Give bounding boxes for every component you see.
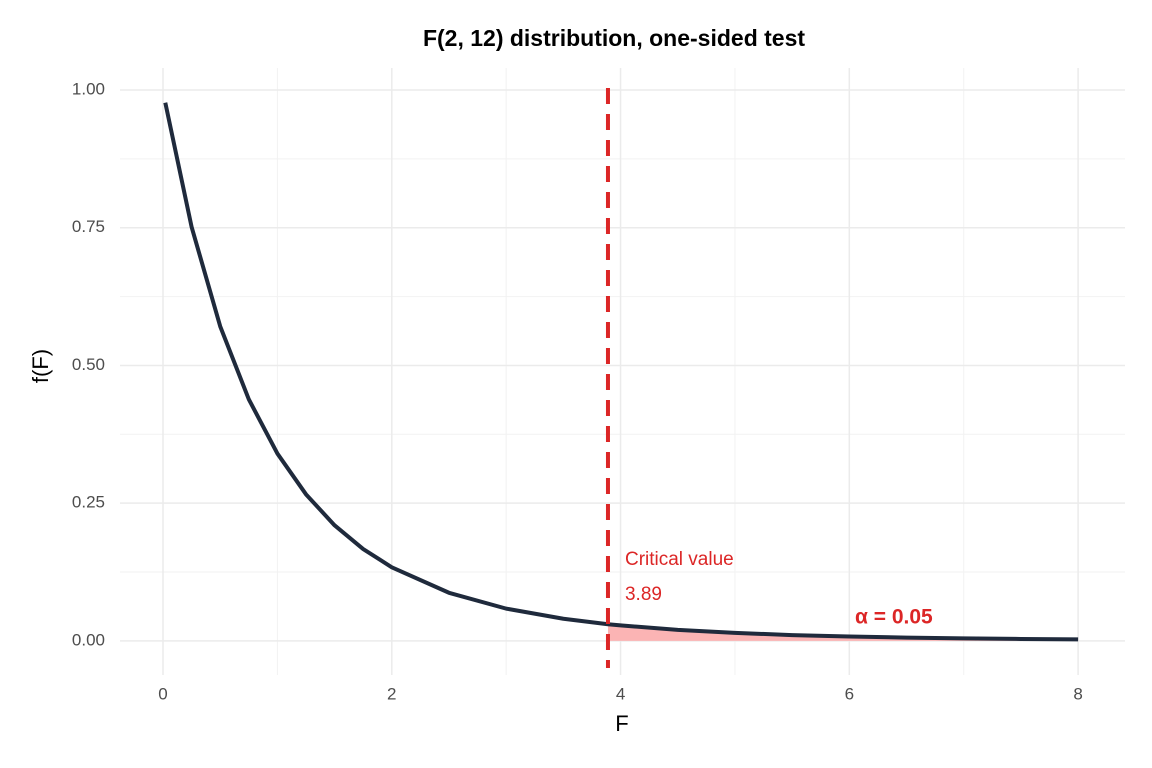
y-tick-label: 0.00 [72, 630, 105, 649]
critical-value-label: 3.89 [625, 584, 662, 605]
x-tick-label: 8 [1073, 684, 1082, 703]
x-tick-label: 6 [845, 684, 854, 703]
critical-label: Critical value [625, 549, 734, 570]
alpha-label: α = 0.05 [855, 606, 933, 629]
y-tick-label: 0.25 [72, 493, 105, 512]
y-tick-label: 0.75 [72, 217, 105, 236]
density-line [163, 102, 1079, 642]
x-tick-label: 2 [387, 684, 396, 703]
x-tick-label: 0 [158, 684, 167, 703]
tail-area [607, 624, 1079, 641]
y-tick-label: 1.00 [72, 80, 105, 99]
chart-title: F(2, 12) distribution, one-sided test [423, 25, 805, 51]
x-tick-label: 4 [616, 684, 625, 703]
x-axis-title: F [615, 711, 628, 736]
y-axis-title: f(F) [28, 349, 53, 383]
y-tick-label: 0.50 [72, 355, 105, 374]
